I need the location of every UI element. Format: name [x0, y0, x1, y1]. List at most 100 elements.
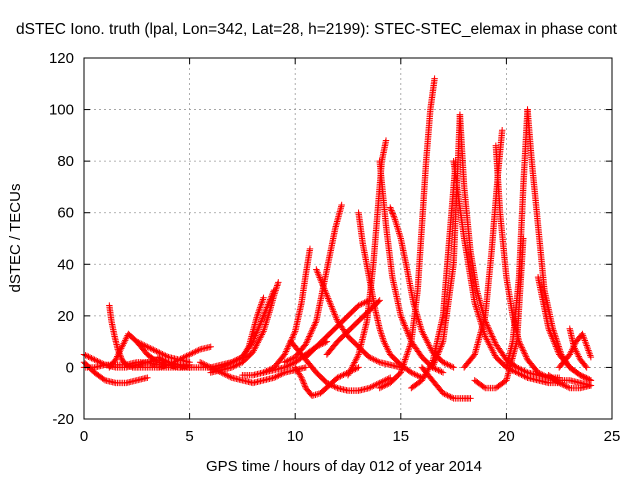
data-point — [233, 362, 240, 369]
data-point — [482, 334, 490, 342]
data-point — [148, 345, 156, 353]
data-point — [196, 359, 204, 366]
data-point — [251, 335, 258, 342]
data-point — [388, 207, 395, 214]
data-point — [282, 349, 289, 357]
data-point — [515, 370, 522, 377]
data-point — [387, 204, 394, 211]
data-point — [489, 334, 497, 342]
data-point — [439, 369, 447, 376]
data-point — [248, 339, 256, 347]
data-point — [584, 375, 592, 383]
data-point — [88, 355, 95, 362]
data-point — [552, 343, 560, 350]
data-point — [258, 316, 266, 324]
data-point — [379, 383, 386, 390]
data-point — [486, 341, 493, 348]
data-point — [275, 279, 282, 286]
data-point — [582, 362, 589, 370]
data-point — [400, 359, 408, 367]
data-point — [387, 205, 395, 213]
data-point — [195, 346, 202, 354]
data-point — [485, 339, 492, 347]
data-point — [351, 359, 358, 366]
data-point — [302, 341, 309, 348]
data-point — [376, 297, 383, 304]
data-point — [307, 330, 314, 337]
data-point — [258, 331, 266, 338]
data-point — [521, 373, 528, 380]
data-point — [421, 332, 428, 340]
data-point — [204, 362, 211, 370]
data-series — [154, 343, 214, 371]
data-series — [281, 201, 345, 366]
data-point — [323, 292, 331, 299]
data-point — [371, 356, 379, 364]
data-point — [222, 371, 230, 378]
data-point — [552, 341, 559, 349]
data-point — [141, 342, 148, 349]
data-point — [470, 352, 477, 360]
data-point — [487, 330, 495, 337]
data-point — [228, 364, 236, 371]
data-point — [550, 336, 557, 344]
data-point — [348, 364, 356, 371]
data-point — [289, 332, 297, 340]
data-point — [117, 346, 124, 354]
data-point — [297, 373, 304, 380]
data-point — [308, 327, 316, 334]
data-point — [100, 376, 107, 383]
data-point — [225, 373, 233, 380]
data-point — [257, 319, 264, 327]
data-point — [325, 296, 333, 304]
data-point — [284, 345, 291, 352]
data-point — [566, 351, 573, 358]
data-point — [283, 346, 290, 354]
data-point — [518, 344, 526, 351]
data-point — [332, 384, 340, 391]
data-point — [445, 392, 453, 400]
data-point — [483, 336, 491, 343]
y-tick-label: 120 — [49, 50, 74, 67]
data-point — [178, 355, 186, 362]
data-point — [358, 300, 365, 308]
data-point — [490, 349, 497, 356]
data-point — [324, 293, 331, 301]
data-point — [562, 382, 569, 390]
data-point — [199, 360, 207, 367]
data-point — [376, 384, 383, 392]
data-point — [518, 371, 525, 378]
data-point — [368, 383, 376, 390]
data-point — [311, 320, 319, 328]
data-point — [439, 359, 447, 366]
data-point — [486, 327, 493, 334]
data-point — [301, 381, 308, 389]
data-point — [385, 348, 392, 355]
data-point — [120, 340, 127, 347]
data-point — [318, 279, 325, 286]
data-point — [260, 369, 267, 376]
data-point — [435, 349, 442, 357]
data-point — [121, 338, 128, 346]
data-point — [112, 356, 119, 363]
data-point — [175, 356, 183, 363]
data-point — [573, 350, 581, 357]
data-point — [177, 355, 184, 363]
data-point — [554, 348, 562, 355]
chart-title: dSTEC Iono. truth (lpal, Lon=342, Lat=28… — [16, 21, 618, 38]
data-point — [151, 347, 159, 354]
data-point — [374, 380, 382, 387]
data-point — [402, 354, 410, 362]
data-point — [116, 348, 123, 355]
data-point — [480, 383, 488, 391]
data-point — [327, 301, 335, 309]
data-point — [227, 373, 234, 381]
data-point — [183, 352, 190, 360]
data-point — [405, 346, 412, 353]
data-point — [323, 290, 330, 297]
data-point — [404, 328, 411, 336]
data-point — [485, 325, 492, 332]
data-point — [326, 300, 334, 307]
plot-frame — [83, 57, 613, 420]
data-point — [400, 361, 407, 368]
